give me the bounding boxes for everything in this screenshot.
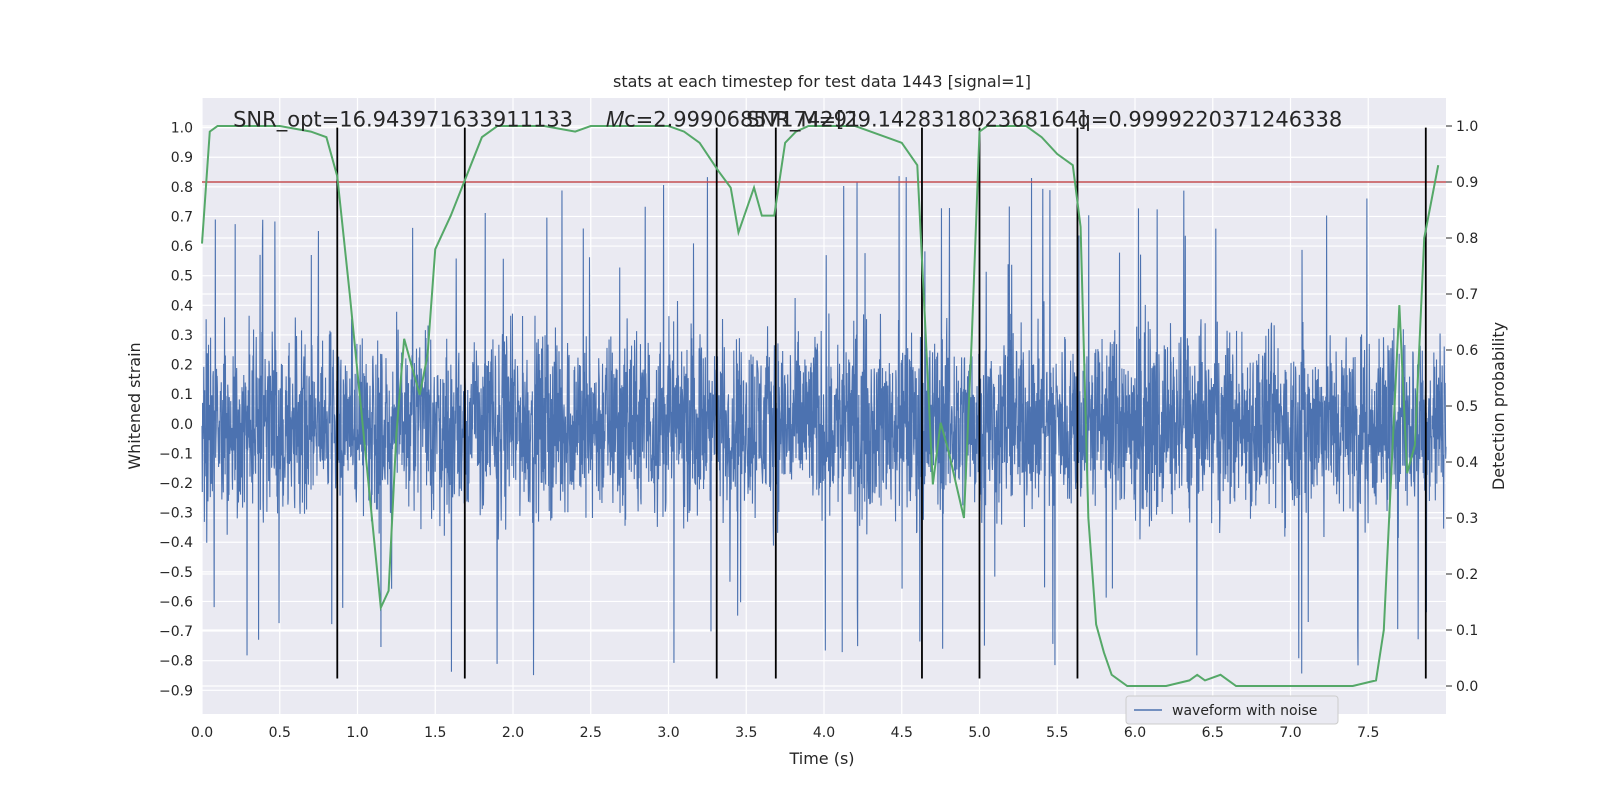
x-ticks: 0.0 0.5 1.0 1.5 2.0 2.5 3.0 3.5 4.0 4.5 5.0 5.5 6.0 6… <box>191 725 1380 741</box>
y-tick-label-left: −0.1 <box>159 446 193 462</box>
annotation-text: 𝑀c=2.99906857174291 <box>606 108 860 132</box>
y-tick-label-left: 0.8 <box>171 180 193 196</box>
y-tick-label-left: 0.1 <box>171 387 193 403</box>
y-tick-label-right: 0.9 <box>1456 175 1478 191</box>
chart-title: stats at each timestep for test data 144… <box>613 72 1031 91</box>
y-tick-label-right: 0.1 <box>1456 623 1478 639</box>
y-tick-label-left: 0.5 <box>171 269 193 285</box>
y-tick-label-left: −0.3 <box>159 506 193 522</box>
legend-label: waveform with noise <box>1172 703 1317 719</box>
annotations: SNR_opt=16.943971633911133 𝑀c=2.999068571… <box>233 108 1342 133</box>
y-tick-label-right: 0.3 <box>1456 511 1478 527</box>
x-tick-label: 7.0 <box>1279 725 1301 741</box>
y-tick-label-left: 0.2 <box>171 358 193 374</box>
y-tick-label-left: −0.5 <box>159 565 193 581</box>
y-tick-label-right: 0.8 <box>1456 231 1478 247</box>
y-tick-label-left: 0.7 <box>171 209 193 225</box>
y-tick-label-left: 0.9 <box>171 150 193 166</box>
annotation-text: q=0.9999220371246338 <box>1077 108 1342 132</box>
x-tick-label: 1.5 <box>424 725 446 741</box>
y-tick-label-left: 1.0 <box>171 121 193 137</box>
detection-probability-line <box>201 125 1440 687</box>
x-tick-label: 2.5 <box>580 725 602 741</box>
y-tick-label-left: 0.0 <box>171 417 193 433</box>
y-tick-label-right: 0.0 <box>1456 679 1478 695</box>
waveform-series <box>201 176 1447 676</box>
y-tick-label-right: 0.4 <box>1456 455 1478 471</box>
y-tick-label-left: 0.3 <box>171 328 193 344</box>
annotation-text: SNR_M=[29.142831802368164] <box>746 108 1086 133</box>
x-tick-label: 4.5 <box>891 725 913 741</box>
y-tick-label-left: −0.8 <box>159 654 193 670</box>
y-axis-label-right: Detection probability <box>1489 322 1508 490</box>
y-tick-label-left: −0.2 <box>159 476 193 492</box>
y-tick-label-right: 0.5 <box>1456 399 1478 415</box>
y-tick-label-left: −0.9 <box>159 683 193 699</box>
y-tick-label-right: 0.7 <box>1456 287 1478 303</box>
y-tick-label-right: 1.0 <box>1456 119 1478 135</box>
vlines <box>336 127 1427 679</box>
y-ticks-left: −0.9 −0.8 −0.7 −0.6 −0.5 −0.4 −0.3 −0.2 −0.1 0.0 0… <box>159 121 193 700</box>
x-tick-label: 7.5 <box>1357 725 1379 741</box>
x-tick-label: 3.0 <box>657 725 679 741</box>
y-tick-label-left: −0.7 <box>159 624 193 640</box>
y-tick-label-right: 0.6 <box>1456 343 1478 359</box>
x-tick-label: 0.0 <box>191 725 213 741</box>
x-tick-label: 5.5 <box>1046 725 1068 741</box>
y-tick-label-left: −0.6 <box>159 594 193 610</box>
legend: waveform with noise <box>1125 695 1339 725</box>
x-tick-label: 0.5 <box>269 725 291 741</box>
x-tick-label: 3.5 <box>735 725 757 741</box>
x-tick-label: 6.0 <box>1124 725 1146 741</box>
annotation-text: SNR_opt=16.943971633911133 <box>233 108 573 133</box>
x-tick-label: 6.5 <box>1202 725 1224 741</box>
y-tick-label-left: −0.4 <box>159 535 193 551</box>
y-ticks-right: 0.0 0.1 0.2 0.3 0.4 0.5 0.6 0.7 0.8 0.9 1.0 <box>1446 119 1478 695</box>
x-tick-label: 5.0 <box>968 725 990 741</box>
x-axis-label: Time (s) <box>788 749 854 768</box>
x-tick-label: 2.0 <box>502 725 524 741</box>
y-tick-label-left: 0.4 <box>171 298 193 314</box>
y-tick-label-left: 0.6 <box>171 239 193 255</box>
y-axis-label-left: Whitened strain <box>125 342 144 469</box>
x-tick-label: 4.0 <box>813 725 835 741</box>
x-tick-label: 1.0 <box>346 725 368 741</box>
y-tick-label-right: 0.2 <box>1456 567 1478 583</box>
